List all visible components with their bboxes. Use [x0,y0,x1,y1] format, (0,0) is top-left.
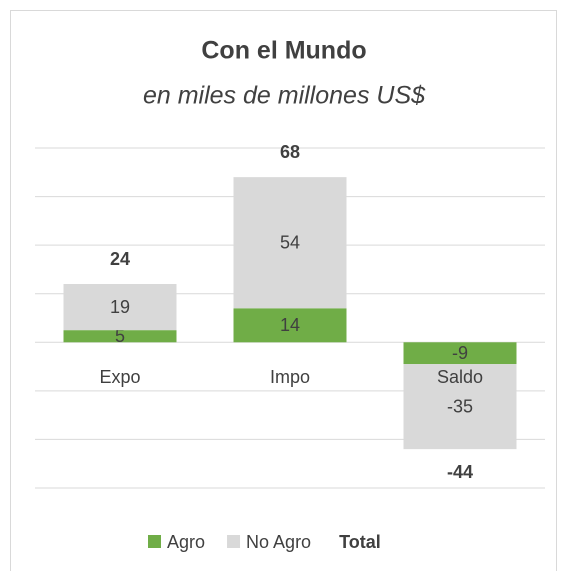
legend-label: Total [339,532,381,552]
total-label: -44 [447,462,473,482]
value-label: 54 [280,232,300,252]
legend-label: No Agro [246,532,311,552]
value-label: 14 [280,315,300,335]
bar-segment [63,284,177,331]
x-tick-label: Impo [270,367,310,387]
bar-segment [63,330,177,343]
value-label: 5 [115,326,125,346]
value-label: -9 [452,343,468,363]
value-label: -35 [447,396,473,416]
bar-segment [403,364,517,450]
legend-swatch [148,535,161,548]
bar-segment [403,342,517,365]
bar-segment [233,308,347,343]
value-label: 19 [110,297,130,317]
chart-title: Con el Mundo [201,37,366,65]
x-tick-label: Saldo [437,367,483,387]
legend-swatch [227,535,241,548]
total-label: 24 [110,249,130,269]
legend-label: Agro [167,532,205,552]
x-tick-label: Expo [99,367,140,387]
bar-segment [233,177,347,309]
chart-subtitle: en miles de millones US$ [143,82,426,110]
total-label: 68 [280,142,300,162]
